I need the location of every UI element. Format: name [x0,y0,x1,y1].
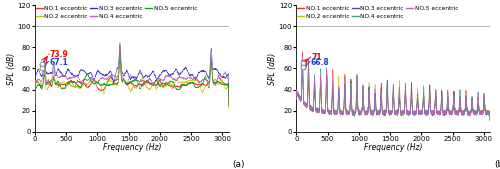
Text: 71: 71 [311,53,322,62]
X-axis label: Frequency (Hz): Frequency (Hz) [102,143,161,152]
Y-axis label: SPL (dB): SPL (dB) [268,52,278,84]
Text: 67.1: 67.1 [49,57,68,67]
Text: 66.8: 66.8 [310,58,330,67]
Y-axis label: SPL (dB): SPL (dB) [7,52,16,84]
Text: (a): (a) [232,160,245,169]
Legend: NO.1 eccentric, NO.2 eccentric, NO.3 eccentric, NO.4 eccentric, NO.5 eccentric: NO.1 eccentric, NO.2 eccentric, NO.3 ecc… [36,6,197,19]
Legend: NO.1 eccentric, NO.2 eccentric, NO.3 eccentric, NO.4 eccentric, NO.5 eccentric: NO.1 eccentric, NO.2 eccentric, NO.3 ecc… [297,6,458,19]
X-axis label: Frequency (Hz): Frequency (Hz) [364,143,422,152]
Text: 73.9: 73.9 [50,50,68,59]
Text: (b): (b) [494,160,500,169]
